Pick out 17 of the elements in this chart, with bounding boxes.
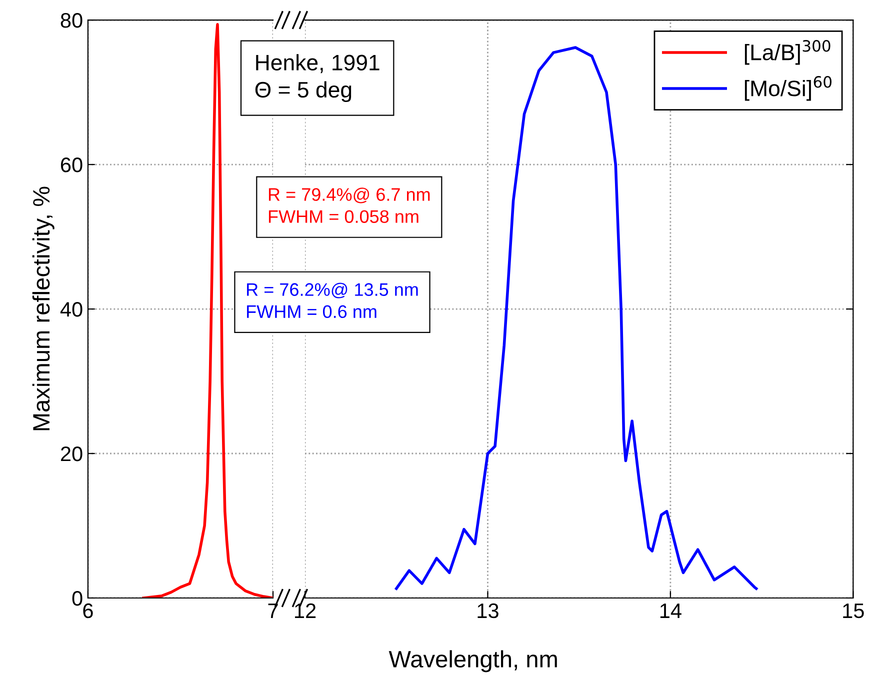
y-tick-label: 60 [60,158,82,172]
y-tick-label: 80 [60,13,82,28]
annotation: R = 79.4%@ 6.7 nm FWHM = 0.058 nm [268,188,430,223]
x-tick-label: 12 [295,603,316,618]
y-tick-label: 0 [72,590,82,606]
y-tick-label: 40 [60,302,82,317]
x-tick-label: 13 [478,603,498,618]
annotation: R = 76.2%@ 13.5 nm FWHM = 0.6 nm [247,282,418,318]
y-axis-title: Maximum reflectivity, % [32,186,54,430]
legend-label: [Mo/Si]$^{60}$ [744,76,832,101]
legend-label: [La/B]$^{300}$ [744,40,830,65]
x-tick-label: 15 [843,604,864,618]
x-tick-label: 6 [83,603,93,618]
y-tick-label: 20 [60,446,82,462]
annotation: Henke, 1991 Θ = 5 deg [255,54,380,102]
x-tick-label: 14 [660,604,682,618]
x-axis-title: Wavelength, nm [388,650,557,672]
